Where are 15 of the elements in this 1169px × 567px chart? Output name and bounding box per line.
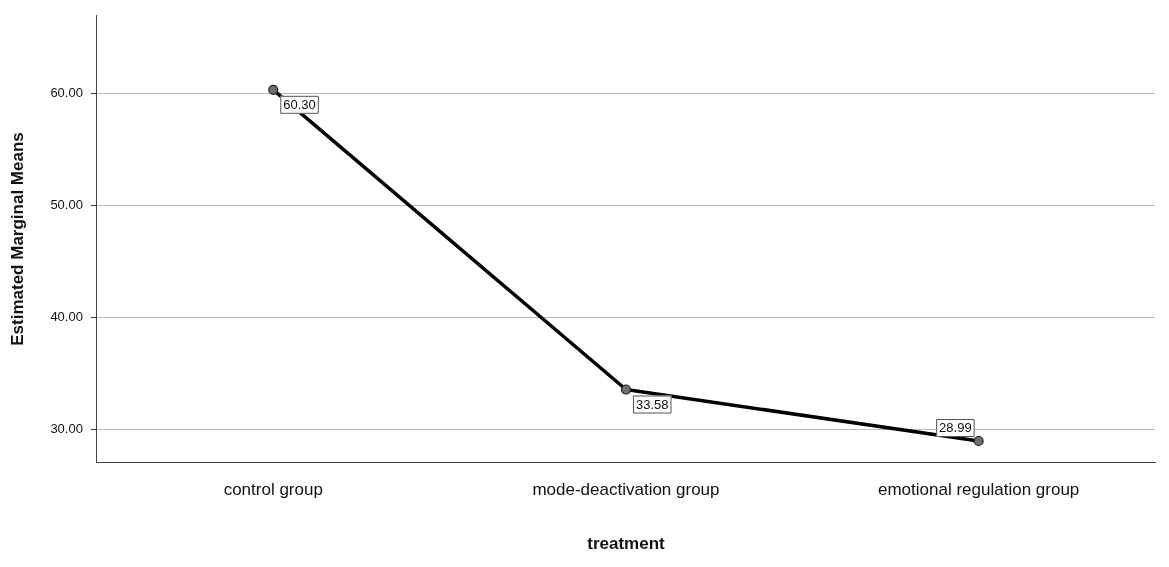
- y-tick-label: 50.00: [50, 196, 83, 212]
- y-tick-label: 40.00: [50, 309, 83, 325]
- point: [973, 435, 984, 447]
- x-tick-label: control group: [223, 480, 323, 500]
- point: [620, 384, 632, 395]
- x-axis-title: treatment: [587, 534, 666, 554]
- data-label: 60.30: [283, 96, 316, 112]
- data-label: 33.58: [635, 396, 669, 412]
- x-tick-label: emotional regulation group: [878, 480, 1080, 500]
- x-tick-label: mode-deactivation group: [532, 480, 720, 500]
- y-tick-label: 60.00: [50, 84, 83, 100]
- data-label: 28.99: [939, 420, 972, 436]
- point: [268, 84, 279, 95]
- y-tick-label: 30.00: [50, 421, 83, 437]
- y-axis-title: Estimated Marginal Means: [7, 132, 27, 346]
